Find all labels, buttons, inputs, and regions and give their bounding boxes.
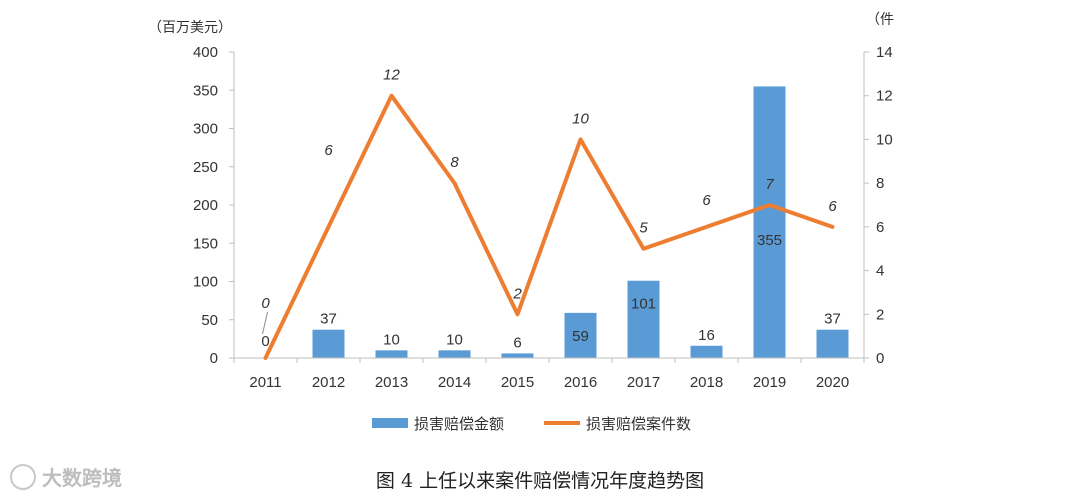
bar: [816, 329, 849, 358]
bar: [312, 329, 345, 358]
legend-bar-label: 损害赔偿金额: [414, 416, 504, 433]
bar: [690, 345, 723, 358]
labels-layer: 0 37 10 10 6 59 101 16 355 37 0 6 12 8 2 10 5 6 7 6: [261, 67, 841, 352]
left-tick-label: 300: [193, 121, 218, 138]
right-tick-label: 4: [876, 263, 884, 280]
bar: [375, 350, 408, 358]
x-tick-label: 2015: [501, 374, 534, 391]
right-tick-label: 6: [876, 219, 884, 236]
left-tick-label: 250: [193, 159, 218, 176]
bar-value-label: 10: [383, 331, 400, 348]
x-tick-label: 2013: [375, 374, 408, 391]
bar-value-label: 101: [631, 296, 656, 313]
bar-value-label: 0: [261, 333, 269, 350]
right-tick-label: 10: [876, 131, 893, 148]
bar-value-label: 37: [824, 311, 841, 328]
chart: 05010015020025030035040002468101214（百万美元…: [148, 11, 894, 433]
bar: [438, 350, 471, 358]
left-tick-label: 400: [193, 44, 218, 61]
line-value-label: 2: [512, 285, 522, 302]
watermark-logo-icon: [10, 463, 36, 490]
x-tick-label: 2017: [627, 374, 660, 391]
bar: [501, 353, 534, 358]
x-tick-label: 2011: [249, 374, 281, 391]
bar-value-label: 16: [698, 327, 715, 344]
legend-bar-swatch: [372, 418, 408, 428]
line-value-label: 6: [324, 142, 333, 159]
right-tick-label: 14: [876, 44, 893, 61]
x-tick-label: 2012: [312, 374, 345, 391]
right-tick-label: 2: [876, 306, 884, 323]
line-value-label: 6: [702, 192, 711, 209]
left-tick-label: 100: [193, 274, 218, 291]
right-tick-label: 12: [876, 88, 893, 105]
bar: [753, 86, 786, 359]
bar-value-label: 6: [513, 334, 521, 351]
line-value-label: 12: [383, 67, 400, 84]
line-value-label: 7: [765, 176, 774, 193]
right-axis-unit: （件: [866, 11, 894, 27]
bar-value-label: 37: [320, 311, 337, 328]
watermark-text: 大数跨境: [42, 466, 122, 490]
bar-value-label: 10: [446, 331, 463, 348]
figure-caption: 图 4 上任以来案件赔偿情况年度趋势图: [375, 470, 705, 492]
right-tick-label: 0: [876, 350, 884, 367]
bar: [627, 280, 660, 358]
label-leader-line: [262, 311, 268, 335]
axes-layer: 05010015020025030035040002468101214（百万美元…: [148, 11, 894, 391]
x-tick-label: 2020: [816, 374, 849, 391]
line-value-label: 0: [261, 295, 270, 312]
watermark: 大数跨境: [10, 462, 122, 491]
left-tick-label: 200: [193, 197, 218, 214]
line-value-label: 6: [828, 198, 837, 215]
left-tick-label: 350: [193, 82, 218, 99]
x-tick-label: 2018: [690, 374, 723, 391]
line-series: [263, 93, 835, 360]
line-value-label: 8: [450, 154, 459, 171]
left-axis-unit: （百万美元）: [148, 19, 232, 35]
right-tick-label: 8: [876, 175, 884, 192]
left-tick-label: 0: [210, 350, 218, 367]
legend: 损害赔偿金额 损害赔偿案件数: [372, 415, 691, 433]
left-tick-label: 50: [201, 312, 218, 329]
bar-value-label: 59: [572, 328, 589, 345]
bar-value-label: 355: [757, 232, 782, 249]
left-tick-label: 150: [193, 235, 218, 252]
bars-layer: [312, 86, 849, 359]
line-value-label: 10: [572, 110, 589, 127]
x-tick-label: 2014: [438, 374, 471, 391]
x-tick-label: 2019: [753, 374, 786, 391]
line-layer: [263, 93, 835, 360]
line-value-label: 5: [639, 220, 648, 237]
legend-line-label: 损害赔偿案件数: [586, 415, 691, 433]
bar: [564, 312, 597, 358]
x-tick-label: 2016: [564, 374, 597, 391]
